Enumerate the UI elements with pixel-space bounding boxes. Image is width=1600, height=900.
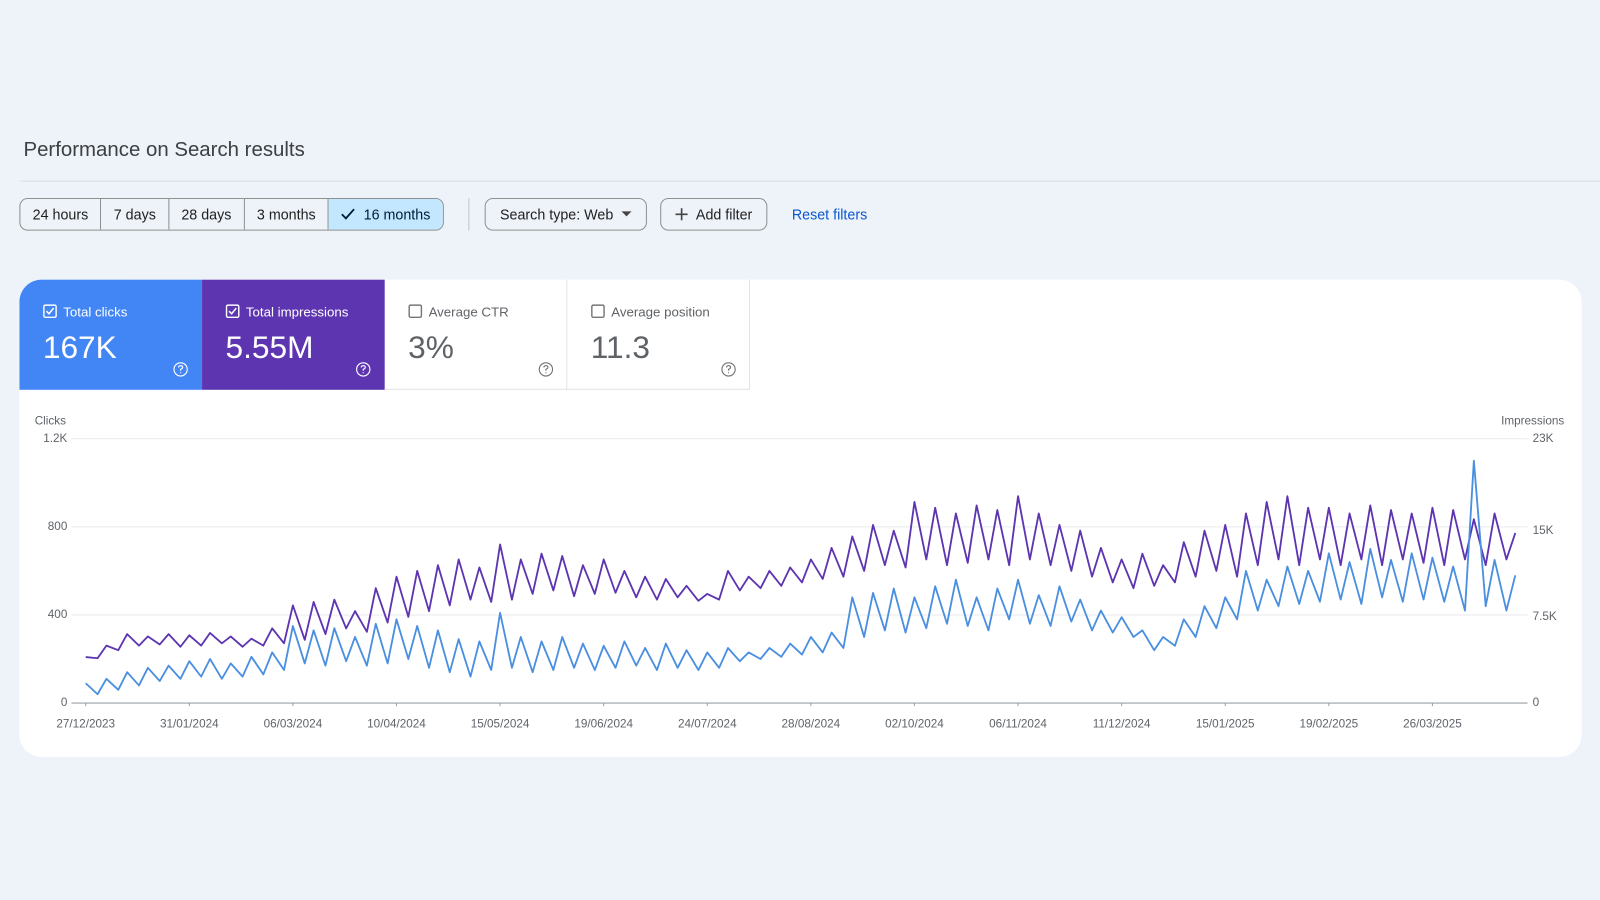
date-range-label: 24 hours <box>32 206 89 223</box>
x-tick-label: 24/07/2024 <box>678 718 737 731</box>
help-circle <box>721 362 736 377</box>
add-filter-button[interactable]: Add filter <box>660 197 768 231</box>
metric-label: Average position <box>611 304 710 320</box>
x-tick-label: 15/01/2025 <box>1196 718 1255 731</box>
series-line <box>85 495 1517 660</box>
dropdown-icon <box>621 211 632 217</box>
help-circle <box>356 362 371 377</box>
reset-filters-link[interactable]: Reset filters <box>791 206 868 223</box>
y-tick-label: 800 <box>48 520 68 533</box>
date-range-label: 7 days <box>113 206 156 223</box>
y2-axis-title: Impressions <box>1501 415 1564 428</box>
metric-label: Total impressions <box>245 304 349 320</box>
checkbox <box>408 304 423 319</box>
checkbox <box>591 304 605 319</box>
y2-tick-label: 0 <box>1533 696 1540 709</box>
help-mark <box>725 365 732 374</box>
metric-tile[interactable]: Average CTR 3% <box>384 279 568 390</box>
help-icon <box>173 362 188 377</box>
y2-tick-label: 23K <box>1533 432 1554 445</box>
checkbox-box <box>408 304 423 319</box>
x-tick-label: 26/03/2025 <box>1403 718 1462 731</box>
divider <box>20 180 1600 182</box>
help-icon <box>538 362 554 377</box>
y-tick-label: 400 <box>48 608 68 621</box>
help-icon <box>356 362 371 377</box>
date-range-button[interactable]: 28 days <box>169 198 245 230</box>
y2-tick-label: 15K <box>1533 524 1554 537</box>
search-type-button[interactable]: Search type: Web <box>484 197 647 231</box>
help-icon <box>721 362 736 377</box>
metric-value: 3% <box>408 329 454 366</box>
help-circle <box>538 362 554 377</box>
x-tick-label: 19/02/2025 <box>1299 718 1358 731</box>
checkbox-tick <box>45 307 55 315</box>
y2-tick-label: 7.5K <box>1533 610 1557 623</box>
date-range-button[interactable]: 3 months <box>245 198 329 230</box>
checkbox-box <box>225 304 240 319</box>
checkbox <box>43 304 57 319</box>
x-tick-label: 02/10/2024 <box>885 718 944 731</box>
checkbox-box <box>43 304 57 319</box>
help-mark <box>543 365 549 374</box>
metric-value: 5.55M <box>225 329 314 366</box>
check-icon <box>341 208 356 220</box>
check-path <box>341 208 356 220</box>
date-range-button[interactable]: 7 days <box>102 198 170 230</box>
checkbox-tick <box>228 307 237 315</box>
plus-icon <box>675 208 688 221</box>
date-range-label: 16 months <box>363 206 431 223</box>
metric-value: 167K <box>42 329 117 366</box>
metric-tile[interactable]: Total clicks 167K <box>19 279 203 390</box>
help-mark <box>178 365 184 374</box>
y-tick-label: 1.2K <box>43 432 67 445</box>
date-range-group: 24 hours 7 days 28 days 3 months 16 months <box>19 197 444 231</box>
x-tick-label: 15/05/2024 <box>471 718 530 731</box>
x-tick-label: 11/12/2024 <box>1093 718 1151 731</box>
metric-label: Average CTR <box>428 304 509 320</box>
checkbox <box>225 304 240 319</box>
date-range-label: 3 months <box>256 206 316 223</box>
metric-tile[interactable]: Average position 11.3 <box>567 279 750 390</box>
date-range-button[interactable]: 24 hours <box>20 198 102 230</box>
x-tick-label: 06/03/2024 <box>264 718 323 731</box>
metric-tile[interactable]: Total impressions 5.55M <box>202 279 385 390</box>
y-tick-label: 0 <box>61 696 68 709</box>
separator <box>468 197 470 231</box>
x-tick-label: 10/04/2024 <box>367 718 426 731</box>
date-range-label: 28 days <box>181 206 232 223</box>
metric-value: 11.3 <box>590 329 651 366</box>
page-title: Performance on Search results <box>23 138 305 162</box>
help-circle <box>173 362 188 377</box>
x-tick-label: 19/06/2024 <box>574 718 633 731</box>
y-axis-title: Clicks <box>35 415 66 428</box>
search-type-label: Search type: Web <box>499 206 614 223</box>
checkbox-box <box>591 304 605 319</box>
chart-card: Total clicks 167K Total impressions 5.55M Av… <box>19 279 1582 758</box>
add-filter-label: Add filter <box>695 206 753 223</box>
x-tick-label: 06/11/2024 <box>989 718 1047 731</box>
x-tick-label: 27/12/2023 <box>56 718 115 731</box>
help-mark <box>360 365 366 374</box>
series-line <box>85 459 1517 696</box>
metric-label: Total clicks <box>63 304 128 320</box>
date-range-button[interactable]: 16 months <box>328 198 443 230</box>
x-tick-label: 31/01/2024 <box>160 718 219 731</box>
x-tick-label: 28/08/2024 <box>782 718 841 731</box>
